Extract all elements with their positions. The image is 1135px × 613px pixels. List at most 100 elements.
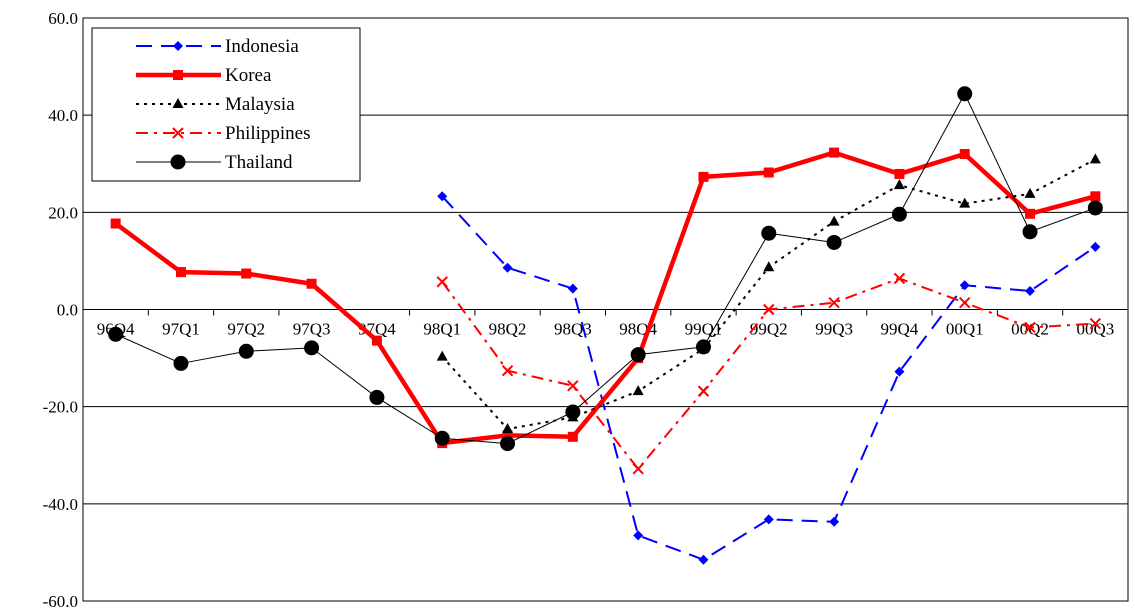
data-point: [500, 436, 516, 452]
legend-label: Malaysia: [225, 94, 295, 115]
data-point: [437, 191, 448, 202]
data-point: [829, 516, 840, 527]
data-point: [959, 197, 971, 208]
data-point: [763, 261, 775, 272]
series-philippines: [436, 272, 1102, 475]
data-point: [436, 350, 448, 361]
data-point: [763, 167, 774, 178]
data-point: [436, 276, 448, 288]
x-tick-label: 98Q2: [489, 320, 527, 339]
y-tick-label: 0.0: [57, 301, 78, 320]
data-point: [1090, 241, 1101, 252]
data-point: [1087, 200, 1103, 216]
data-point: [501, 365, 514, 377]
y-tick-label: -60.0: [43, 592, 78, 611]
data-point: [502, 262, 513, 273]
data-point: [369, 389, 385, 405]
data-point: [175, 267, 186, 278]
data-point: [893, 272, 906, 285]
y-tick-label: -20.0: [43, 398, 78, 417]
x-tick-label: 98Q1: [423, 320, 461, 339]
data-point: [891, 206, 907, 222]
data-point: [567, 283, 578, 294]
data-point: [959, 296, 971, 309]
legend-item: Malaysia: [136, 94, 295, 115]
data-point: [761, 225, 777, 241]
data-point: [828, 215, 840, 226]
data-point: [695, 339, 711, 355]
data-point: [697, 385, 710, 397]
data-point: [632, 463, 644, 475]
data-point: [434, 430, 450, 446]
data-point: [1025, 286, 1036, 297]
legend-item: Indonesia: [136, 36, 299, 57]
data-point: [698, 554, 709, 565]
series-line: [115, 93, 1096, 445]
data-point: [632, 385, 644, 396]
series-line: [114, 150, 1096, 446]
series-indonesia: [437, 191, 1101, 565]
data-point: [698, 171, 709, 182]
data-point: [630, 347, 646, 363]
data-point: [565, 404, 581, 420]
data-point: [306, 278, 317, 289]
data-point: [763, 303, 775, 316]
data-point: [567, 431, 578, 442]
data-point: [633, 530, 644, 541]
data-point: [1024, 321, 1036, 334]
data-point: [1089, 317, 1102, 330]
data-point: [959, 149, 970, 160]
data-point: [110, 218, 121, 229]
data-point: [173, 41, 183, 51]
legend-item: Thailand: [136, 152, 293, 173]
data-point: [1090, 191, 1101, 202]
data-point: [371, 335, 382, 346]
data-point: [172, 98, 184, 108]
data-point: [241, 268, 252, 279]
x-tick-label: 00Q1: [946, 320, 984, 339]
x-tick-label: 99Q2: [750, 320, 788, 339]
legend-item: Philippines: [136, 123, 311, 144]
data-point: [173, 70, 183, 80]
data-point: [1024, 187, 1036, 198]
y-tick-label: 60.0: [48, 9, 78, 28]
data-point: [238, 343, 254, 359]
y-axis-labels: 60.0 40.0 20.0 0.0 -20.0 -40.0 -60.0: [43, 9, 78, 611]
legend-label: Korea: [225, 65, 272, 86]
x-tick-label: 00Q2: [1011, 320, 1049, 339]
data-point: [1025, 208, 1036, 219]
series-line: [441, 195, 1096, 561]
y-tick-label: -40.0: [43, 495, 78, 514]
legend-label: Philippines: [225, 123, 311, 144]
data-point: [502, 430, 513, 441]
data-point: [959, 280, 970, 291]
data-point: [826, 234, 842, 250]
data-point: [173, 355, 189, 371]
x-tick-label: 99Q4: [881, 320, 919, 339]
data-point: [1089, 153, 1101, 164]
y-tick-label: 20.0: [48, 203, 78, 222]
data-point: [894, 168, 905, 179]
data-point: [172, 127, 184, 139]
data-point: [1022, 224, 1038, 240]
series-layer: [108, 86, 1103, 565]
x-tick-label: 97Q1: [162, 320, 200, 339]
data-point: [170, 154, 186, 170]
x-tick-label: 99Q1: [685, 320, 723, 339]
data-point: [893, 179, 905, 190]
data-point: [763, 514, 774, 525]
x-tick-label: 97Q2: [227, 320, 265, 339]
x-tick-label: 97Q3: [293, 320, 331, 339]
x-tick-label: 99Q3: [815, 320, 853, 339]
series-thailand: [108, 86, 1103, 452]
legend-item: Korea: [136, 65, 272, 86]
data-point: [828, 296, 840, 309]
data-point: [957, 86, 973, 102]
data-point: [108, 326, 124, 342]
legend-label: Thailand: [225, 152, 293, 173]
data-point: [894, 366, 905, 377]
series-korea: [110, 147, 1101, 449]
y-tick-label: 40.0: [48, 106, 78, 125]
data-point: [829, 147, 840, 158]
